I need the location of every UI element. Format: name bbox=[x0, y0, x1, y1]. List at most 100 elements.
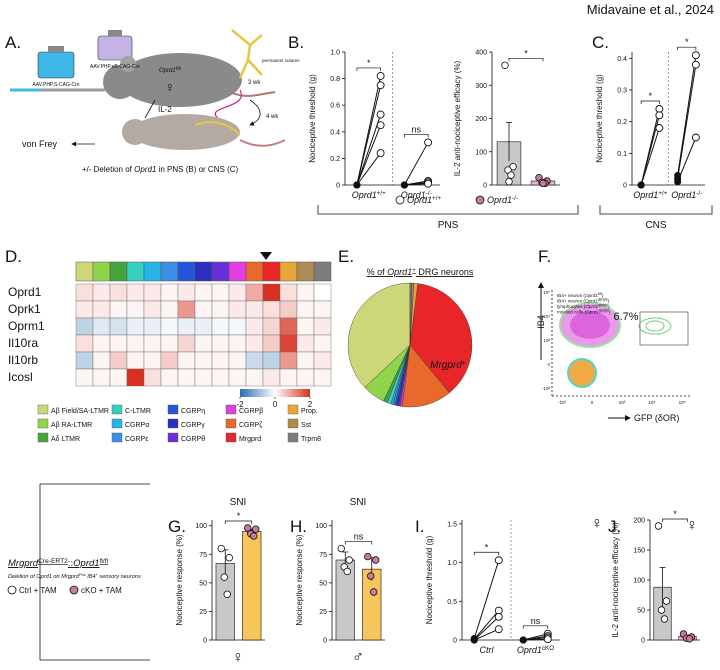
heatmap-cell bbox=[92, 283, 111, 302]
sig-label: ns bbox=[531, 616, 541, 626]
heatmap-cell bbox=[279, 368, 298, 387]
point-after bbox=[424, 138, 433, 147]
y-tick-label: 0.2 bbox=[617, 119, 627, 126]
y-tick-label: 0.4 bbox=[617, 56, 627, 63]
heatmap-cell bbox=[126, 334, 145, 353]
text-part: IB4+ neuron ( bbox=[557, 293, 585, 298]
pair-line bbox=[474, 628, 499, 641]
text-part: sensory neurons bbox=[98, 574, 141, 580]
point bbox=[539, 179, 547, 188]
legend-swatch bbox=[287, 418, 299, 429]
text-part: +/+ bbox=[432, 195, 441, 202]
heatmap-cell bbox=[143, 368, 162, 387]
legend-swatch bbox=[225, 404, 237, 415]
legend-swatch bbox=[287, 404, 299, 415]
test-label: von Frey bbox=[22, 139, 58, 149]
heatmap-cell bbox=[262, 283, 281, 302]
legend-marker bbox=[7, 585, 17, 595]
heatmap-cell bbox=[262, 351, 281, 370]
point bbox=[345, 556, 353, 564]
point-before bbox=[400, 181, 408, 189]
heatmap-cell bbox=[92, 317, 111, 336]
text-part: ) bbox=[608, 299, 610, 304]
heatmap-cell bbox=[194, 300, 213, 319]
heatmap-cell bbox=[262, 368, 281, 387]
cell-type-color bbox=[75, 261, 94, 282]
text-part: -/- bbox=[696, 190, 702, 197]
point-after bbox=[494, 556, 503, 565]
flow-legend: IB4+ neuron (Oprd1fl/fl) bbox=[557, 292, 604, 298]
point-after bbox=[691, 51, 700, 60]
heatmap-cell bbox=[279, 300, 298, 319]
heatmap-cell bbox=[194, 283, 213, 302]
y-tick-label: 50 bbox=[637, 608, 645, 615]
point bbox=[252, 525, 260, 533]
legend-label: Aδ LTMR bbox=[51, 436, 80, 443]
cell-type-color bbox=[313, 261, 332, 282]
colorbar bbox=[240, 389, 310, 397]
y-tick-label: 0.4 bbox=[330, 129, 340, 136]
group-label: Oprd1cKO bbox=[517, 645, 554, 656]
point-after bbox=[494, 625, 503, 634]
legend-swatch bbox=[167, 404, 179, 415]
text-part: +/+ bbox=[377, 190, 386, 197]
heatmap-cell bbox=[279, 283, 298, 302]
point-after bbox=[376, 121, 385, 130]
heatmap-cell bbox=[160, 283, 179, 302]
virus-label: AAV.PHP.S-CAG-Cre bbox=[32, 82, 79, 88]
y-tick-label: 1.5 bbox=[447, 521, 457, 528]
text-part: DRG neurons bbox=[416, 267, 474, 277]
heatmap-cell bbox=[211, 300, 230, 319]
sig-bracket bbox=[677, 46, 697, 51]
text-part: Oprd1 bbox=[401, 190, 426, 200]
y-tick-label: 100 bbox=[475, 149, 487, 156]
row-label: Il10rb bbox=[8, 353, 38, 367]
y-tick-label: 0 bbox=[623, 183, 627, 190]
y-axis-label: IL-2 anti-nociceptive efficacy (%) bbox=[453, 60, 462, 176]
heatmap-cell bbox=[92, 351, 111, 370]
point bbox=[507, 171, 515, 179]
flow-legend: myeloid cells (Oprd1gfp/gfp) bbox=[557, 309, 611, 315]
heatmap-cell bbox=[143, 317, 162, 336]
sig-label: * bbox=[237, 511, 241, 521]
sig-bracket bbox=[356, 67, 381, 71]
sig-bracket bbox=[662, 518, 688, 522]
text-part: on bbox=[52, 574, 61, 580]
y-tick-label: 1.0 bbox=[447, 560, 457, 567]
x-tick-label: 10³ bbox=[619, 400, 626, 405]
point bbox=[505, 177, 513, 186]
point-before bbox=[637, 181, 645, 189]
text-part: ) bbox=[609, 310, 611, 315]
legend-swatch bbox=[111, 432, 123, 443]
x-tick-label: 10⁵ bbox=[679, 400, 686, 405]
text-part: + bbox=[412, 267, 416, 274]
point bbox=[367, 572, 375, 580]
pie-slice bbox=[409, 283, 473, 394]
y-tick-label: 100 bbox=[315, 523, 327, 530]
y-tick-label: 200 bbox=[475, 116, 487, 123]
y-tick-label: 100 bbox=[195, 523, 207, 530]
y-axis-label: Nociceptive response (%) bbox=[175, 534, 184, 625]
heatmap-cell bbox=[160, 317, 179, 336]
point bbox=[217, 544, 225, 553]
text-part: ) bbox=[608, 304, 610, 309]
legend-label: Mrgprd bbox=[239, 436, 261, 443]
legend-swatch bbox=[111, 418, 123, 429]
sig-label: ns bbox=[411, 124, 421, 134]
point-after bbox=[543, 635, 552, 644]
footer-label: PNS bbox=[438, 220, 459, 231]
heatmap-cell bbox=[262, 300, 281, 319]
legend-swatch bbox=[225, 432, 237, 443]
legend-swatch bbox=[167, 432, 179, 443]
heatmap-cell bbox=[160, 300, 179, 319]
point bbox=[225, 554, 233, 562]
y-tick-label: 300 bbox=[475, 83, 487, 90]
heatmap-cell bbox=[313, 283, 332, 302]
text-part: gfp/gfp bbox=[598, 303, 608, 307]
y-axis-label: Nociceptive response (%) bbox=[295, 534, 304, 625]
text-part: Ctrl + TAM bbox=[19, 586, 57, 595]
y-tick-label: 150 bbox=[633, 548, 645, 555]
heatmap-cell bbox=[296, 317, 315, 336]
legend-marker bbox=[395, 195, 405, 205]
legend-label: Oprd1-/- bbox=[487, 195, 518, 206]
